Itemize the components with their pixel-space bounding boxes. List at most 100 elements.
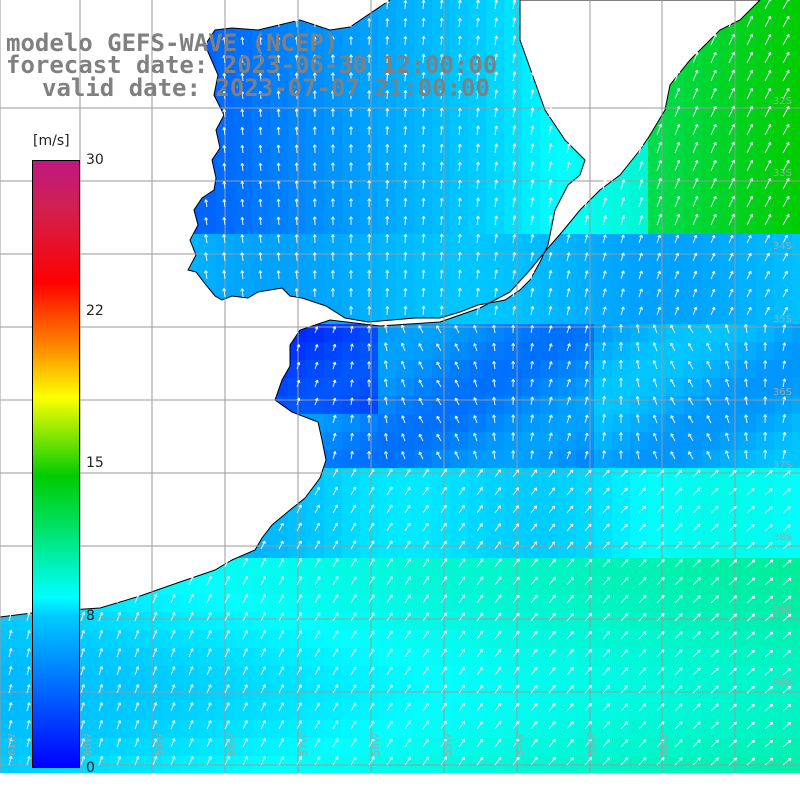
wind-arrow (454, 451, 460, 460)
wind-arrow (436, 397, 442, 406)
wind-arrow (332, 468, 339, 478)
wind-arrow (476, 269, 480, 280)
wind-arrow (635, 395, 640, 406)
wind-arrow (764, 51, 772, 64)
wind-arrow (330, 36, 335, 46)
wind-arrow (548, 179, 553, 190)
wind-arrow (511, 324, 516, 334)
wind-arrow (349, 361, 354, 370)
wind-arrow (240, 108, 245, 118)
land-area (0, 0, 760, 617)
wind-arrow (638, 306, 643, 316)
wind-arrow (222, 127, 227, 136)
wind-arrow (385, 90, 390, 100)
wind-speed-cell (792, 0, 800, 18)
wind-arrow (314, 504, 320, 514)
wind-arrow (312, 270, 317, 280)
wind-arrow (530, 432, 535, 442)
wind-arrow (457, 71, 462, 82)
wind-arrow (728, 306, 734, 316)
wind-arrow (656, 487, 665, 496)
wind-arrow (706, 433, 712, 442)
wind-arrow (494, 487, 501, 496)
wind-arrow (619, 324, 623, 334)
wind-arrow (330, 234, 335, 244)
wind-arrow (653, 450, 658, 460)
wind-speed-cell (792, 306, 800, 324)
wind-arrow (635, 377, 640, 388)
wind-arrow (692, 252, 698, 262)
wind-speed-cell (792, 90, 800, 108)
wind-arrow (403, 269, 408, 280)
wind-arrow (494, 35, 499, 46)
wind-arrow (782, 123, 790, 136)
wind-arrow (635, 450, 640, 460)
wind-arrow (692, 123, 699, 136)
wind-arrow (512, 53, 517, 64)
wind-arrow (566, 487, 574, 496)
lon-label: 60W (83, 733, 94, 756)
wind-arrow (670, 451, 676, 460)
frame-bottom (0, 773, 800, 800)
wind-arrow (421, 89, 426, 100)
wind-arrow (312, 144, 317, 154)
wind-arrow (584, 450, 589, 460)
wind-arrow (440, 504, 447, 514)
wind-arrow (530, 179, 535, 190)
wind-arrow (512, 0, 517, 10)
wind-arrow (619, 377, 623, 388)
wind-arrow (421, 179, 426, 190)
wind-arrow (566, 505, 574, 514)
wind-arrow (418, 397, 424, 406)
wind-arrow (710, 234, 716, 244)
wind-arrow (782, 69, 790, 82)
wind-arrow (584, 414, 589, 424)
wind-arrow (710, 69, 717, 82)
wind-arrow (436, 451, 442, 460)
wind-arrow (548, 107, 553, 118)
wind-arrow (403, 287, 408, 298)
wind-arrow (276, 234, 281, 244)
wind-arrow (566, 288, 571, 298)
wind-speed-cell (792, 504, 800, 522)
wind-arrow (457, 143, 462, 154)
wind-arrow (744, 323, 748, 334)
wind-arrow (494, 305, 499, 316)
wind-arrow (512, 35, 517, 46)
wind-arrow (332, 326, 337, 334)
wind-arrow (674, 505, 683, 514)
wind-arrow (476, 305, 480, 316)
wind-arrow (512, 17, 517, 28)
wind-arrow (240, 54, 245, 64)
wind-arrow (782, 51, 790, 64)
wind-arrow (763, 360, 768, 370)
wind-arrow (656, 213, 663, 226)
wind-arrow (294, 180, 299, 190)
wind-arrow (566, 450, 571, 460)
wind-arrow (349, 270, 353, 280)
wind-arrow (296, 361, 301, 370)
wind-arrow (763, 378, 768, 388)
wind-arrow (386, 504, 393, 514)
wind-speed-cell (792, 108, 800, 126)
wind-arrow (692, 177, 699, 190)
wind-arrow (330, 108, 335, 118)
wind-arrow (584, 505, 592, 514)
wind-arrow (656, 270, 661, 280)
wind-arrow (204, 270, 208, 280)
wind-arrow (330, 180, 335, 190)
wind-arrow (476, 53, 480, 64)
wind-arrow (367, 414, 371, 424)
wind-arrow (457, 53, 462, 64)
wind-arrow (584, 487, 592, 496)
wind-arrow (764, 506, 773, 514)
wind-arrow (439, 305, 444, 316)
wind-speed-cell (792, 180, 800, 198)
wind-arrow (744, 378, 748, 388)
wind-arrow (620, 306, 625, 316)
wind-arrow (656, 252, 661, 262)
wind-arrow (332, 432, 337, 442)
lon-label: 56W (371, 733, 382, 756)
wind-arrow (688, 360, 694, 370)
